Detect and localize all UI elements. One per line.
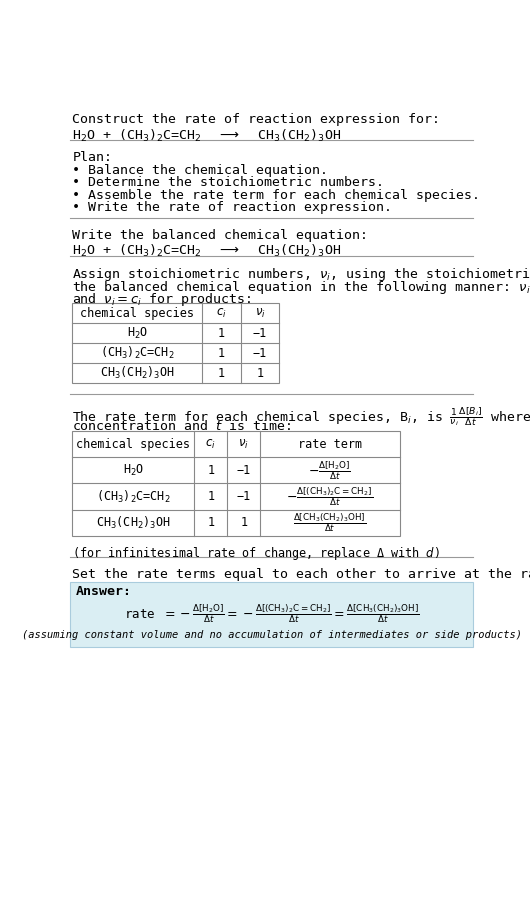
Text: −1: −1 <box>236 490 251 503</box>
Text: • Write the rate of reaction expression.: • Write the rate of reaction expression. <box>73 201 392 214</box>
Text: $c_i$: $c_i$ <box>216 307 227 319</box>
Bar <box>70 582 473 647</box>
Text: and $\nu_i = c_i$ for products:: and $\nu_i = c_i$ for products: <box>73 291 252 308</box>
Bar <box>73 303 279 383</box>
Text: 1: 1 <box>207 490 214 503</box>
Text: • Determine the stoichiometric numbers.: • Determine the stoichiometric numbers. <box>73 177 384 189</box>
Text: 1: 1 <box>218 347 225 359</box>
Text: • Balance the chemical equation.: • Balance the chemical equation. <box>73 164 329 177</box>
Text: −1: −1 <box>253 347 267 359</box>
Text: 1: 1 <box>218 367 225 379</box>
Text: chemical species: chemical species <box>80 307 194 319</box>
Text: (CH$_3$)$_2$C=CH$_2$: (CH$_3$)$_2$C=CH$_2$ <box>100 345 174 361</box>
Text: −1: −1 <box>253 327 267 339</box>
Text: $\nu_i$: $\nu_i$ <box>238 438 249 450</box>
Text: $\frac{\Delta[\mathrm{CH_3(CH_2)_3OH}]}{\Delta t}$: $\frac{\Delta[\mathrm{CH_3(CH_2)_3OH}]}{… <box>293 511 366 534</box>
Text: Plan:: Plan: <box>73 151 112 164</box>
Text: (for infinitesimal rate of change, replace Δ with $d$): (for infinitesimal rate of change, repla… <box>73 545 440 562</box>
Text: −1: −1 <box>236 464 251 477</box>
Text: Assign stoichiometric numbers, $\nu_i$, using the stoichiometric coefficients, $: Assign stoichiometric numbers, $\nu_i$, … <box>73 267 530 283</box>
Text: $\nu_i$: $\nu_i$ <box>254 307 266 319</box>
Text: H$_2$O: H$_2$O <box>127 326 148 341</box>
Text: H$_2$O + (CH$_3$)$_2$C=CH$_2$  $\longrightarrow$  CH$_3$(CH$_2$)$_3$OH: H$_2$O + (CH$_3$)$_2$C=CH$_2$ $\longrigh… <box>73 127 342 144</box>
Text: rate term: rate term <box>298 438 362 450</box>
Text: $c_i$: $c_i$ <box>206 438 216 450</box>
Text: H$_2$O + (CH$_3$)$_2$C=CH$_2$  $\longrightarrow$  CH$_3$(CH$_2$)$_3$OH: H$_2$O + (CH$_3$)$_2$C=CH$_2$ $\longrigh… <box>73 243 342 259</box>
Text: 1: 1 <box>257 367 263 379</box>
Text: rate $= -\frac{\Delta[\mathrm{H_2O}]}{\Delta t} = -\frac{\Delta[(\mathrm{CH_3})_: rate $= -\frac{\Delta[\mathrm{H_2O}]}{\D… <box>124 602 419 624</box>
Text: concentration and $t$ is time:: concentration and $t$ is time: <box>73 419 292 433</box>
Text: CH$_3$(CH$_2$)$_3$OH: CH$_3$(CH$_2$)$_3$OH <box>100 365 174 381</box>
Text: CH$_3$(CH$_2$)$_3$OH: CH$_3$(CH$_2$)$_3$OH <box>96 515 171 531</box>
Text: H$_2$O: H$_2$O <box>123 463 144 478</box>
Text: 1: 1 <box>240 516 248 530</box>
Text: (assuming constant volume and no accumulation of intermediates or side products): (assuming constant volume and no accumul… <box>22 630 522 640</box>
Bar <box>73 431 400 536</box>
Text: The rate term for each chemical species, B$_i$, is $\frac{1}{\nu_i}\frac{\Delta[: The rate term for each chemical species,… <box>73 405 530 428</box>
Text: the balanced chemical equation in the following manner: $\nu_i = -c_i$ for react: the balanced chemical equation in the fo… <box>73 278 530 296</box>
Text: (CH$_3$)$_2$C=CH$_2$: (CH$_3$)$_2$C=CH$_2$ <box>96 489 171 504</box>
Text: Write the balanced chemical equation:: Write the balanced chemical equation: <box>73 228 368 241</box>
Text: Construct the rate of reaction expression for:: Construct the rate of reaction expressio… <box>73 113 440 126</box>
Text: Answer:: Answer: <box>76 585 131 598</box>
Text: • Assemble the rate term for each chemical species.: • Assemble the rate term for each chemic… <box>73 188 481 201</box>
Text: $-\frac{\Delta[\mathrm{H_2O}]}{\Delta t}$: $-\frac{\Delta[\mathrm{H_2O}]}{\Delta t}… <box>308 459 351 481</box>
Text: $-\frac{\Delta[(\mathrm{CH_3})_2\mathrm{C{=}CH_2}]}{\Delta t}$: $-\frac{\Delta[(\mathrm{CH_3})_2\mathrm{… <box>286 485 373 508</box>
Text: Set the rate terms equal to each other to arrive at the rate expression:: Set the rate terms equal to each other t… <box>73 568 530 581</box>
Text: 1: 1 <box>218 327 225 339</box>
Text: chemical species: chemical species <box>76 438 190 450</box>
Text: 1: 1 <box>207 516 214 530</box>
Text: 1: 1 <box>207 464 214 477</box>
